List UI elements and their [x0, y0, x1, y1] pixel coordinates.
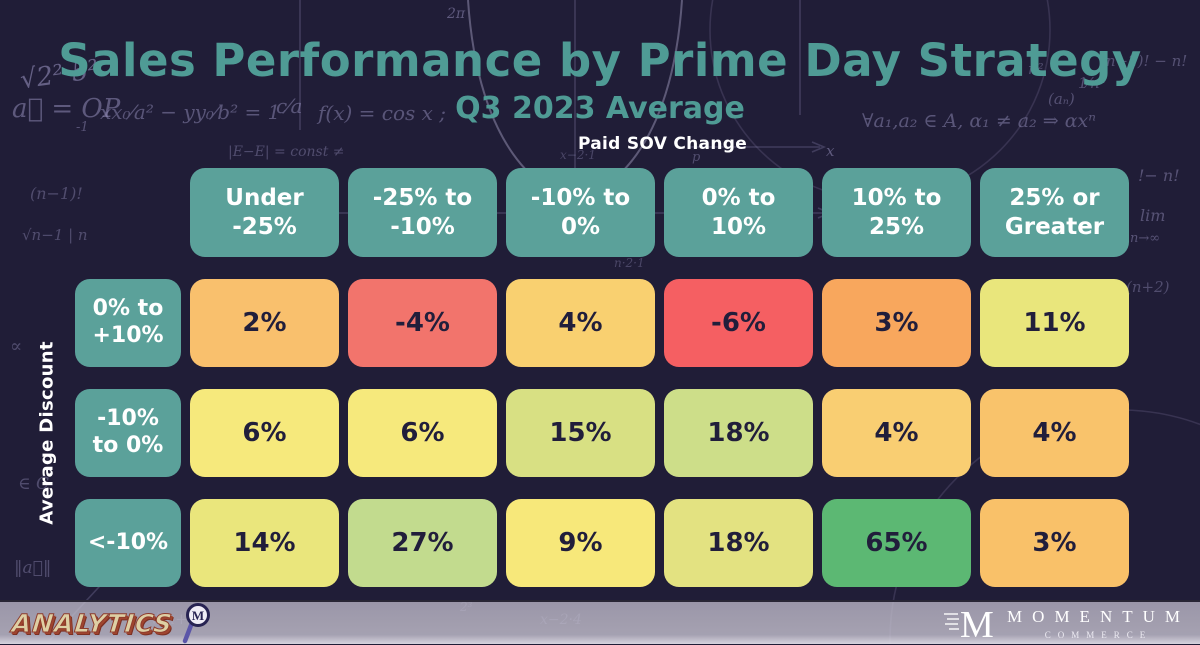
- column-header-1: -25% to -10%: [348, 168, 497, 257]
- analytics-logo-text: ANALYTICS: [10, 608, 175, 638]
- matrix-cell-r0c1: -4%: [348, 279, 497, 367]
- matrix-cell-r1c1: 6%: [348, 389, 497, 477]
- background-equation: lim: [1140, 206, 1166, 225]
- magnifier-icon: M: [182, 603, 210, 644]
- column-header-2: -10% to 0%: [506, 168, 655, 257]
- matrix-cell-r0c3: -6%: [664, 279, 813, 367]
- matrix-cell-r1c3: 18%: [664, 389, 813, 477]
- chart-subtitle: Q3 2023 Average: [455, 90, 745, 126]
- background-equation: ‖a⃗‖: [14, 558, 52, 578]
- x-axis-label: Paid SOV Change: [577, 134, 748, 154]
- momentum-monogram-icon: M: [944, 604, 994, 642]
- matrix-cell-r2c2: 9%: [506, 499, 655, 587]
- matrix-grid: Under -25% -25% to -10% -10% to 0% 0% to 10…: [75, 168, 1129, 587]
- y-axis-label: Average Discount: [36, 341, 58, 525]
- background-equation: !− n!: [1138, 166, 1180, 185]
- background-equation: 2π: [447, 6, 466, 22]
- momentum-name: MOMENTUM: [1007, 606, 1190, 626]
- matrix-cell-r2c0: 14%: [190, 499, 339, 587]
- matrix-cell-r1c4: 4%: [822, 389, 971, 477]
- momentum-logo: M MOMENTUM COMMERCE: [942, 604, 1192, 642]
- analytics-logo: ANALYTICS M: [10, 601, 215, 645]
- column-header-4: 10% to 25%: [822, 168, 971, 257]
- row-header-2: <-10%: [75, 499, 181, 587]
- matrix-cell-r2c5: 3%: [980, 499, 1129, 587]
- matrix-corner: [75, 168, 181, 257]
- matrix-cell-r2c4: 65%: [822, 499, 971, 587]
- background-equation: n→∞: [1130, 231, 1161, 246]
- column-header-5: 25% or Greater: [980, 168, 1129, 257]
- column-header-3: 0% to 10%: [664, 168, 813, 257]
- momentum-monogram-letter: M: [960, 604, 994, 642]
- magnifier-letter: M: [191, 608, 203, 623]
- row-header-1: -10% to 0%: [75, 389, 181, 477]
- momentum-subtitle: COMMERCE: [1044, 629, 1153, 640]
- matrix-cell-r0c2: 4%: [506, 279, 655, 367]
- matrix-cell-r0c4: 3%: [822, 279, 971, 367]
- matrix-cell-r2c1: 27%: [348, 499, 497, 587]
- matrix-cell-r1c0: 6%: [190, 389, 339, 477]
- background-equation: (n+2): [1126, 278, 1170, 296]
- background-equation: ∝: [10, 336, 23, 357]
- chart-title: Sales Performance by Prime Day Strategy: [58, 34, 1142, 88]
- matrix-cell-r2c3: 18%: [664, 499, 813, 587]
- footer-bar: ANALYTICS M M MOMENTUM COMMERCE: [0, 600, 1200, 644]
- matrix-cell-r1c2: 15%: [506, 389, 655, 477]
- matrix-cell-r0c0: 2%: [190, 279, 339, 367]
- matrix-cell-r1c5: 4%: [980, 389, 1129, 477]
- momentum-logo-text: MOMENTUM COMMERCE: [1007, 607, 1190, 640]
- matrix-cell-r0c5: 11%: [980, 279, 1129, 367]
- column-header-0: Under -25%: [190, 168, 339, 257]
- row-header-0: 0% to +10%: [75, 279, 181, 367]
